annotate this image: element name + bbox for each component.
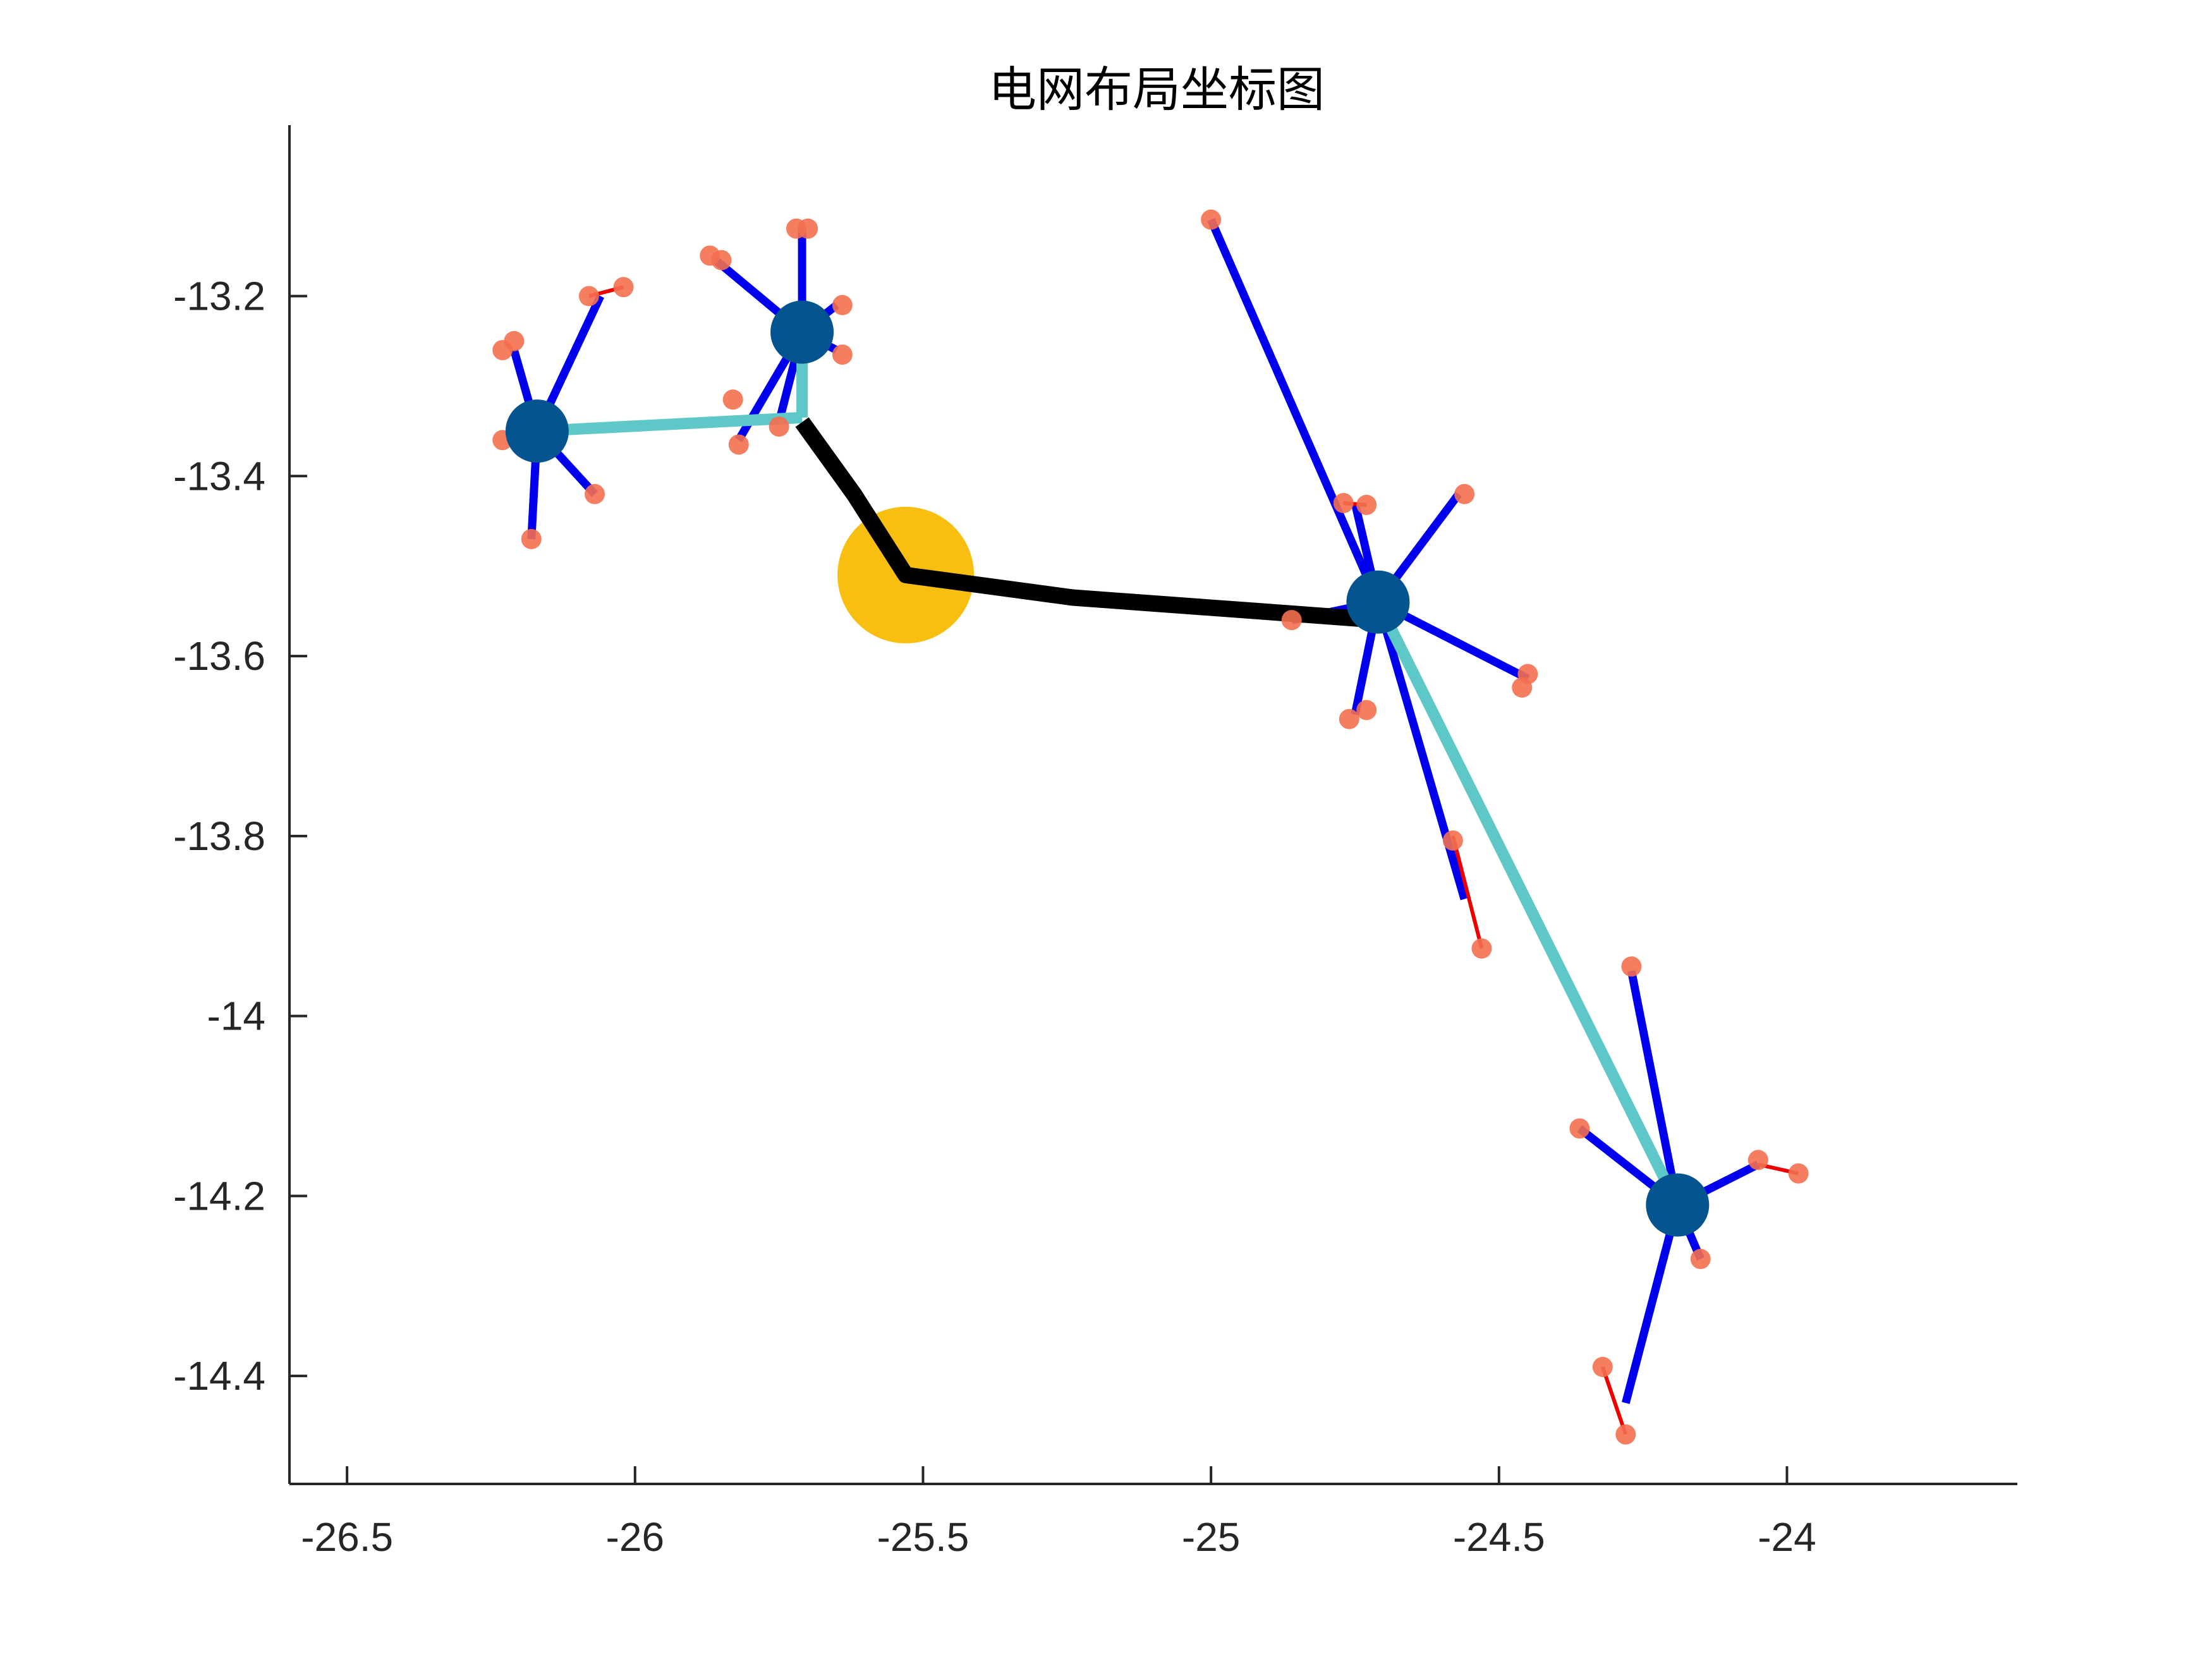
x-tick-label-0: -26.5 bbox=[301, 1514, 393, 1560]
y-tick-label-4: -14 bbox=[207, 994, 266, 1039]
plot-area bbox=[492, 209, 1809, 1445]
x-tick-label-5: -24 bbox=[1758, 1514, 1816, 1560]
load-point-13 bbox=[722, 389, 743, 410]
link-line-2 bbox=[1600, 1366, 1628, 1435]
chart-title: 电网布局坐标图 bbox=[988, 61, 1325, 118]
load-point-14 bbox=[728, 434, 749, 455]
load-point-23 bbox=[1339, 708, 1359, 729]
hub-node-2 bbox=[1346, 570, 1410, 634]
y-tick-label-3: -13.8 bbox=[173, 813, 265, 859]
load-point-2 bbox=[578, 286, 599, 307]
load-point-11 bbox=[832, 295, 853, 315]
y-tick-label-2: -13.6 bbox=[173, 633, 265, 679]
load-point-26 bbox=[1471, 938, 1492, 959]
x-tick-label-1: -26 bbox=[606, 1514, 665, 1560]
trunk-line-0 bbox=[537, 411, 803, 437]
hub-node-0 bbox=[505, 399, 569, 463]
hub-node-3 bbox=[1646, 1173, 1710, 1237]
load-point-29 bbox=[1747, 1150, 1768, 1170]
load-point-28 bbox=[1569, 1118, 1590, 1139]
load-point-12 bbox=[832, 344, 853, 365]
load-point-31 bbox=[1690, 1249, 1711, 1270]
y-tick-label-0: -13.2 bbox=[173, 274, 265, 319]
y-tick-label-1: -13.4 bbox=[173, 453, 265, 499]
feeder-line-0 bbox=[795, 417, 1379, 629]
load-point-22 bbox=[1281, 610, 1302, 631]
load-point-1 bbox=[492, 339, 513, 360]
link-line-1 bbox=[1450, 836, 1484, 949]
load-point-32 bbox=[1592, 1356, 1613, 1377]
load-point-10 bbox=[798, 218, 818, 239]
load-point-16 bbox=[1201, 209, 1222, 230]
load-point-27 bbox=[1621, 956, 1642, 977]
load-point-18 bbox=[1356, 494, 1377, 515]
branch-line-10 bbox=[1207, 217, 1382, 604]
hub-node-1 bbox=[770, 300, 834, 364]
x-tick-label-4: -24.5 bbox=[1453, 1514, 1545, 1560]
load-point-6 bbox=[521, 528, 542, 549]
branch-line-17 bbox=[1627, 970, 1682, 1206]
branch-line-21 bbox=[1622, 1203, 1682, 1404]
load-point-15 bbox=[769, 416, 789, 437]
load-point-33 bbox=[1615, 1424, 1636, 1445]
load-point-17 bbox=[1333, 493, 1354, 514]
axes: -26.5 -26 -25.5 -25 -24.5 -24 -13.2 -13.4 -13.6 -… bbox=[173, 125, 2017, 1560]
y-tick-label-5: -14.2 bbox=[173, 1173, 265, 1218]
load-point-25 bbox=[1442, 830, 1463, 851]
load-point-30 bbox=[1788, 1163, 1809, 1184]
load-point-24 bbox=[1356, 700, 1377, 720]
y-tick-label-6: -14.4 bbox=[173, 1353, 265, 1399]
load-point-19 bbox=[1454, 483, 1475, 504]
load-point-3 bbox=[613, 277, 634, 298]
load-point-5 bbox=[585, 483, 605, 504]
x-tick-label-2: -25.5 bbox=[877, 1514, 969, 1560]
load-point-21 bbox=[1512, 677, 1533, 698]
trunk-line-2 bbox=[1373, 599, 1683, 1208]
x-tick-label-3: -25 bbox=[1182, 1514, 1241, 1560]
load-point-8 bbox=[711, 250, 732, 270]
